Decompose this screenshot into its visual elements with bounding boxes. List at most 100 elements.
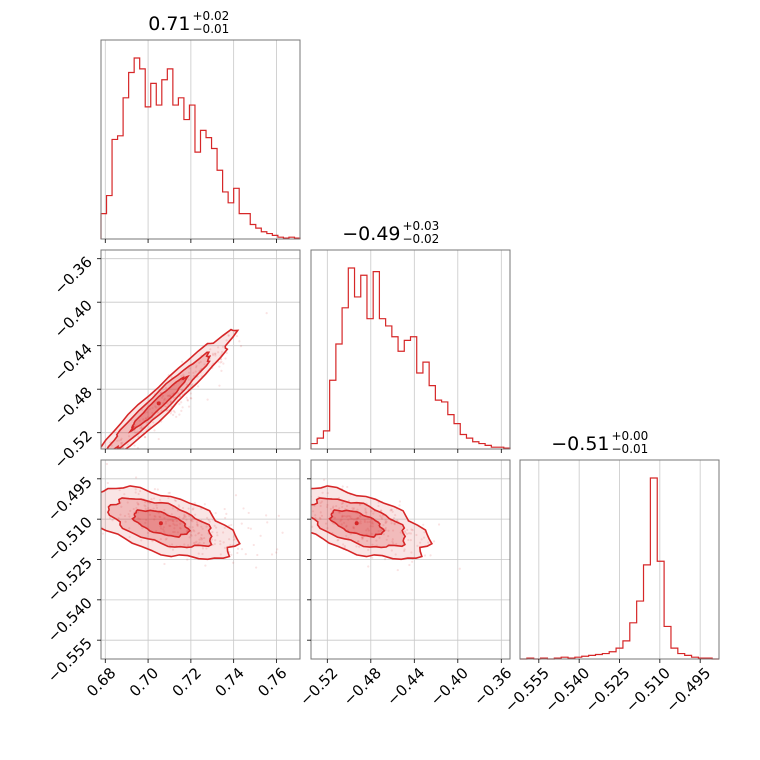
histogram-bin — [267, 234, 273, 239]
sample-point — [214, 354, 217, 357]
sample-point — [345, 515, 348, 518]
histogram-bin — [123, 98, 129, 239]
sample-point — [406, 528, 409, 532]
sample-point — [335, 505, 338, 508]
sample-point — [350, 517, 354, 520]
sample-point — [380, 509, 383, 512]
sample-point — [158, 515, 161, 518]
histogram-bin — [392, 337, 398, 449]
sample-point — [173, 527, 176, 530]
sample-point — [320, 514, 324, 517]
sample-point — [229, 544, 232, 547]
sample-point — [366, 521, 369, 524]
sample-point — [137, 503, 140, 506]
sample-point — [325, 505, 329, 509]
sample-point — [208, 520, 211, 523]
sample-point — [146, 531, 150, 535]
x-tick-label: −0.495 — [662, 664, 714, 716]
histogram-bin — [311, 444, 317, 449]
sample-point — [368, 520, 371, 523]
sample-point — [151, 411, 154, 415]
sample-point — [379, 514, 382, 517]
sample-point — [206, 398, 209, 401]
sample-point — [199, 360, 202, 363]
sample-point — [324, 522, 328, 525]
sample-point — [396, 519, 399, 522]
histogram-bin — [460, 435, 466, 449]
sample-point — [109, 453, 111, 455]
sample-point — [214, 352, 217, 355]
sample-point — [182, 373, 185, 376]
histogram-bin — [466, 438, 472, 449]
histogram-bin — [361, 275, 367, 449]
sample-point — [120, 437, 123, 440]
sample-point — [219, 361, 222, 364]
sample-point — [337, 538, 340, 542]
axes-frame — [100, 39, 301, 240]
sample-point — [154, 405, 157, 408]
sample-point — [164, 520, 168, 523]
sample-point — [196, 523, 199, 526]
sample-point — [52, 489, 54, 491]
sample-point — [219, 553, 222, 556]
sample-point — [390, 508, 393, 512]
sample-point — [193, 502, 196, 505]
histogram-bin — [151, 83, 157, 239]
sample-point — [89, 515, 91, 517]
sample-point — [393, 523, 396, 526]
sample-point — [347, 499, 351, 502]
histogram-bin — [650, 478, 657, 659]
sample-point — [403, 549, 406, 553]
sample-point — [139, 427, 142, 430]
sample-point — [314, 514, 317, 517]
sample-point — [364, 511, 367, 514]
sample-point — [342, 521, 346, 525]
histogram-step-line — [310, 267, 511, 449]
sample-point — [145, 417, 148, 420]
histogram-bin — [671, 648, 678, 659]
sample-point — [134, 491, 137, 494]
sample-point — [370, 522, 373, 525]
sample-point — [242, 507, 245, 510]
sample-point — [152, 421, 155, 424]
histogram-bin — [342, 308, 348, 449]
histogram-bin — [379, 319, 385, 449]
sample-point — [143, 504, 146, 507]
sample-point — [203, 363, 206, 366]
sample-point — [214, 512, 217, 515]
sample-point — [173, 530, 176, 534]
sample-point — [187, 544, 190, 547]
sample-point — [192, 529, 195, 532]
sample-point — [64, 482, 66, 484]
sample-point — [194, 513, 197, 516]
sample-point — [179, 527, 182, 530]
sample-point — [120, 443, 123, 446]
sample-point — [352, 507, 356, 510]
sample-point — [187, 405, 191, 408]
sample-point — [321, 491, 324, 494]
density-peak — [354, 521, 359, 526]
histogram-bin — [112, 139, 118, 239]
panel-title-lower: −0.02 — [403, 232, 440, 246]
sample-point — [410, 551, 413, 554]
sample-point — [187, 507, 190, 510]
sample-point — [172, 396, 176, 399]
sample-point — [178, 505, 181, 508]
histogram-bin — [609, 652, 616, 659]
sample-point — [169, 518, 172, 522]
sample-point — [396, 568, 399, 572]
sample-point — [145, 421, 148, 424]
histogram-panel-2: −0.49 +0.03−0.02 — [310, 219, 511, 453]
sample-point — [352, 508, 355, 511]
sample-point — [158, 498, 162, 501]
sample-point — [228, 524, 231, 527]
sample-point — [151, 406, 154, 410]
panel-title-median: −0.51 — [551, 433, 609, 455]
sample-point — [194, 534, 197, 537]
sample-point — [308, 489, 310, 491]
sample-point — [193, 530, 196, 533]
contour-level — [101, 328, 240, 449]
sample-point — [180, 360, 184, 363]
histogram-panel-3: −0.555−0.540−0.525−0.510−0.495−0.51 +0.00… — [501, 429, 720, 716]
sample-point — [202, 541, 206, 545]
